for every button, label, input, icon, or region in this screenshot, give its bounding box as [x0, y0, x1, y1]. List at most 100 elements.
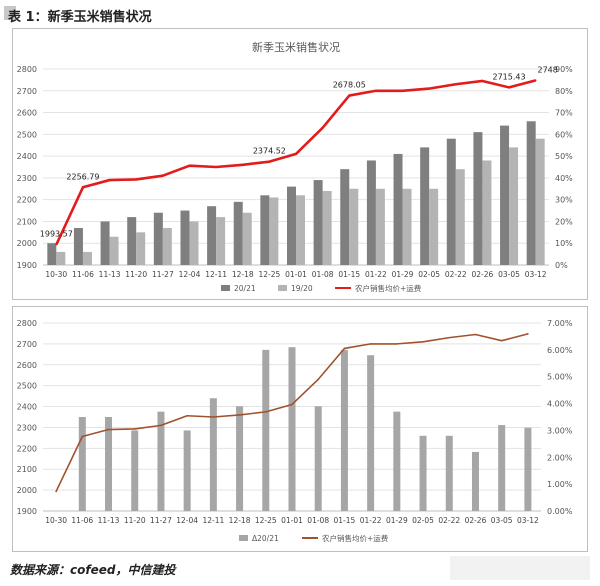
bar-Δ20/21	[236, 406, 244, 511]
line-point	[212, 416, 215, 418]
line-point	[188, 164, 191, 167]
x-tick-label: 12-18	[229, 516, 251, 525]
line-point	[343, 347, 346, 350]
bar-Δ20/21	[105, 417, 113, 511]
line-point	[295, 153, 297, 155]
line-point	[375, 89, 377, 92]
bar-Δ20/21	[471, 451, 479, 511]
bar-20/21	[260, 195, 270, 265]
bar-Δ20/21	[288, 347, 296, 511]
x-tick-label: 01-15	[338, 270, 360, 279]
bar-Δ20/21	[157, 411, 165, 511]
x-tick-label: 11-27	[152, 270, 174, 279]
bar-20/21	[127, 217, 137, 265]
legend-label: 19/20	[291, 284, 313, 293]
legend-label: 农户销售均价+运费	[355, 283, 422, 293]
line-point	[317, 378, 320, 381]
x-tick-label: 01-22	[365, 270, 387, 279]
bar-19/20	[402, 188, 412, 265]
bar-20/21	[180, 210, 190, 265]
bar-Δ20/21	[498, 425, 506, 511]
x-tick-label: 03-12	[517, 516, 539, 525]
y2-tick-label: 1.00%	[547, 480, 573, 489]
line-point	[500, 339, 503, 342]
bar-20/21	[446, 138, 456, 265]
x-tick-label: 10-30	[45, 516, 67, 525]
line-point	[268, 160, 271, 163]
x-tick-label: 02-22	[438, 516, 460, 525]
line-point	[264, 411, 267, 413]
y-tick-label: 2500	[17, 130, 37, 139]
bar-19/20	[136, 232, 146, 265]
y2-tick-label: 0%	[555, 261, 568, 270]
bar-20/21	[153, 212, 163, 265]
bar-Δ20/21	[340, 349, 348, 511]
line-point	[107, 428, 110, 431]
y-tick-label: 2300	[17, 174, 37, 183]
x-tick-label: 11-06	[72, 270, 94, 279]
bar-20/21	[393, 153, 403, 265]
bar-19/20	[349, 188, 359, 265]
x-tick-label: 11-20	[124, 516, 146, 525]
x-tick-label: 11-20	[125, 270, 147, 279]
line-point	[82, 186, 84, 189]
bar-20/21	[473, 132, 483, 265]
x-tick-label: 01-08	[307, 516, 329, 525]
y-tick-label: 2200	[17, 444, 37, 453]
bar-19/20	[482, 160, 492, 265]
x-tick-label: 11-06	[71, 516, 93, 525]
chart-title: 新季玉米销售状况	[252, 40, 340, 54]
bar-20/21	[366, 160, 376, 265]
watermark	[450, 556, 590, 580]
bar-19/20	[242, 212, 252, 265]
bar-19/20	[269, 197, 279, 265]
bar-20/21	[47, 243, 57, 265]
y2-tick-label: 40%	[555, 174, 573, 183]
y2-tick-label: 3.00%	[547, 426, 573, 435]
x-tick-label: 02-22	[445, 270, 467, 279]
x-tick-label: 12-11	[202, 516, 224, 525]
y2-tick-label: 5.00%	[547, 373, 573, 382]
line-point	[241, 164, 244, 166]
x-tick-label: 10-30	[45, 270, 67, 279]
line-point	[348, 94, 351, 97]
bar-19/20	[455, 169, 465, 265]
bar-19/20	[296, 195, 305, 265]
line-point	[55, 243, 58, 246]
y-tick-label: 2600	[17, 361, 37, 370]
x-tick-label: 01-08	[312, 270, 334, 279]
y2-tick-label: 70%	[555, 109, 573, 118]
line-point	[428, 87, 430, 90]
bar-19/20	[162, 227, 172, 265]
bar-19/20	[509, 147, 519, 265]
x-tick-label: 02-05	[412, 516, 434, 525]
y2-tick-label: 0.00%	[547, 507, 573, 516]
x-tick-label: 11-27	[150, 516, 172, 525]
bar-19/20	[216, 217, 226, 265]
line-point	[422, 341, 424, 343]
bar-20/21	[207, 206, 217, 265]
x-tick-label: 01-22	[360, 516, 382, 525]
data-label: 2374.52	[253, 147, 286, 156]
line-point	[215, 166, 217, 168]
y-tick-label: 2000	[17, 486, 37, 495]
bar-19/20	[375, 188, 385, 265]
bar-19/20	[56, 251, 66, 265]
line-point	[291, 403, 293, 406]
bar-19/20	[109, 236, 119, 265]
line-point	[160, 424, 162, 427]
y-tick-label: 2800	[17, 319, 37, 328]
legend-label: 农户销售均价+运费	[322, 533, 389, 543]
data-label: 2256.79	[66, 172, 99, 181]
y2-tick-label: 90%	[555, 65, 573, 74]
bar-20/21	[233, 201, 243, 265]
legend-swatch	[278, 285, 287, 291]
bar-Δ20/21	[209, 398, 217, 511]
legend-swatch	[239, 535, 248, 541]
bar-19/20	[535, 138, 545, 265]
y-tick-label: 2700	[17, 87, 37, 96]
y-tick-label: 2500	[17, 382, 37, 391]
chart-1-panel: 1900 2000 2100 2200 2300 2400 2500 2600 2700 2800…	[12, 28, 588, 300]
y-tick-label: 2100	[17, 217, 37, 226]
y-tick-label: 2800	[17, 65, 37, 74]
